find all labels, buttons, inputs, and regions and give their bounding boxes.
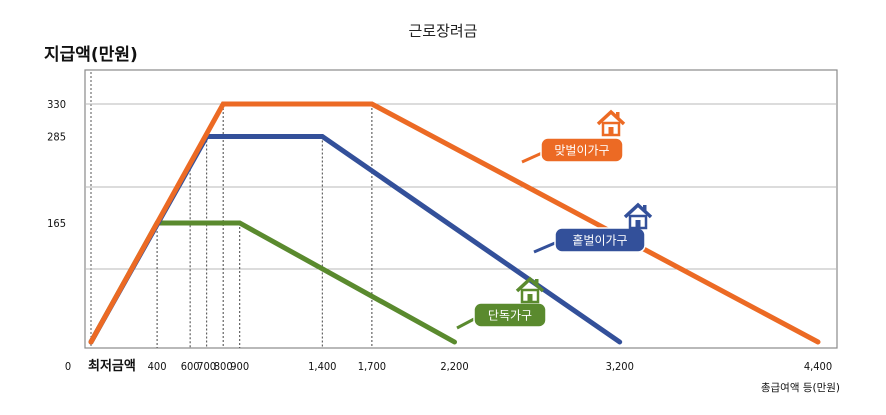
x-tick-4400: 4,400 [804, 360, 832, 373]
y-tick-285: 285 [47, 130, 66, 143]
series-lines [88, 101, 821, 345]
min-wage-label: 최저금액 [88, 359, 136, 374]
house-roof [596, 109, 626, 126]
x-tick-600: 600 [181, 360, 200, 373]
legend-item-2: 홑벌이가구 [533, 202, 653, 254]
y-ticks: 165 285 330 [47, 98, 66, 230]
x-tick-400: 400 [148, 360, 167, 373]
x-tick-2200: 2,200 [440, 360, 468, 373]
legend-label: 단독가구 [488, 309, 532, 323]
legend-label: 맞벌이가구 [554, 144, 609, 158]
guide-lines [156, 104, 373, 348]
y-tick-330: 330 [47, 98, 66, 111]
legend-item-3: 단독가구 [456, 276, 547, 330]
x-tick-900: 900 [230, 360, 249, 373]
legend-pointer [533, 241, 556, 254]
legend-pointer [456, 316, 477, 330]
grid [85, 103, 837, 270]
house-icon [623, 202, 653, 230]
house-chimney [535, 279, 539, 286]
plot-area [84, 69, 838, 349]
x-tick-1700: 1,700 [358, 360, 386, 373]
origin-label: 0 [65, 360, 71, 373]
chart-title: 근로장려금 [408, 22, 477, 40]
house-door [635, 220, 641, 228]
house-icon [515, 276, 545, 304]
x-tick-800: 800 [214, 360, 233, 373]
legend-label: 홑벌이가구 [572, 234, 627, 248]
legend-badge [554, 227, 646, 253]
x-axis-label: 총급여액 등(만원) [761, 382, 840, 394]
legend-item-1: 맞벌이가구 [521, 109, 626, 164]
house-roof [623, 202, 653, 219]
x-tick-1400: 1,400 [308, 360, 336, 373]
house-icon [596, 109, 626, 137]
house-chimney [643, 205, 647, 212]
house-door [608, 127, 614, 135]
house-chimney [616, 112, 620, 119]
y-axis-label: 지급액(만원) [44, 45, 138, 65]
legend-pointer [521, 151, 543, 164]
x-tick-3200: 3,200 [606, 360, 634, 373]
legend-badge [473, 302, 547, 328]
legend-badge [540, 137, 624, 163]
y-tick-165: 165 [47, 217, 66, 230]
x-tick-700: 700 [197, 360, 216, 373]
house-door [527, 294, 533, 302]
house-roof [515, 276, 545, 293]
series-line-1 [88, 101, 821, 345]
